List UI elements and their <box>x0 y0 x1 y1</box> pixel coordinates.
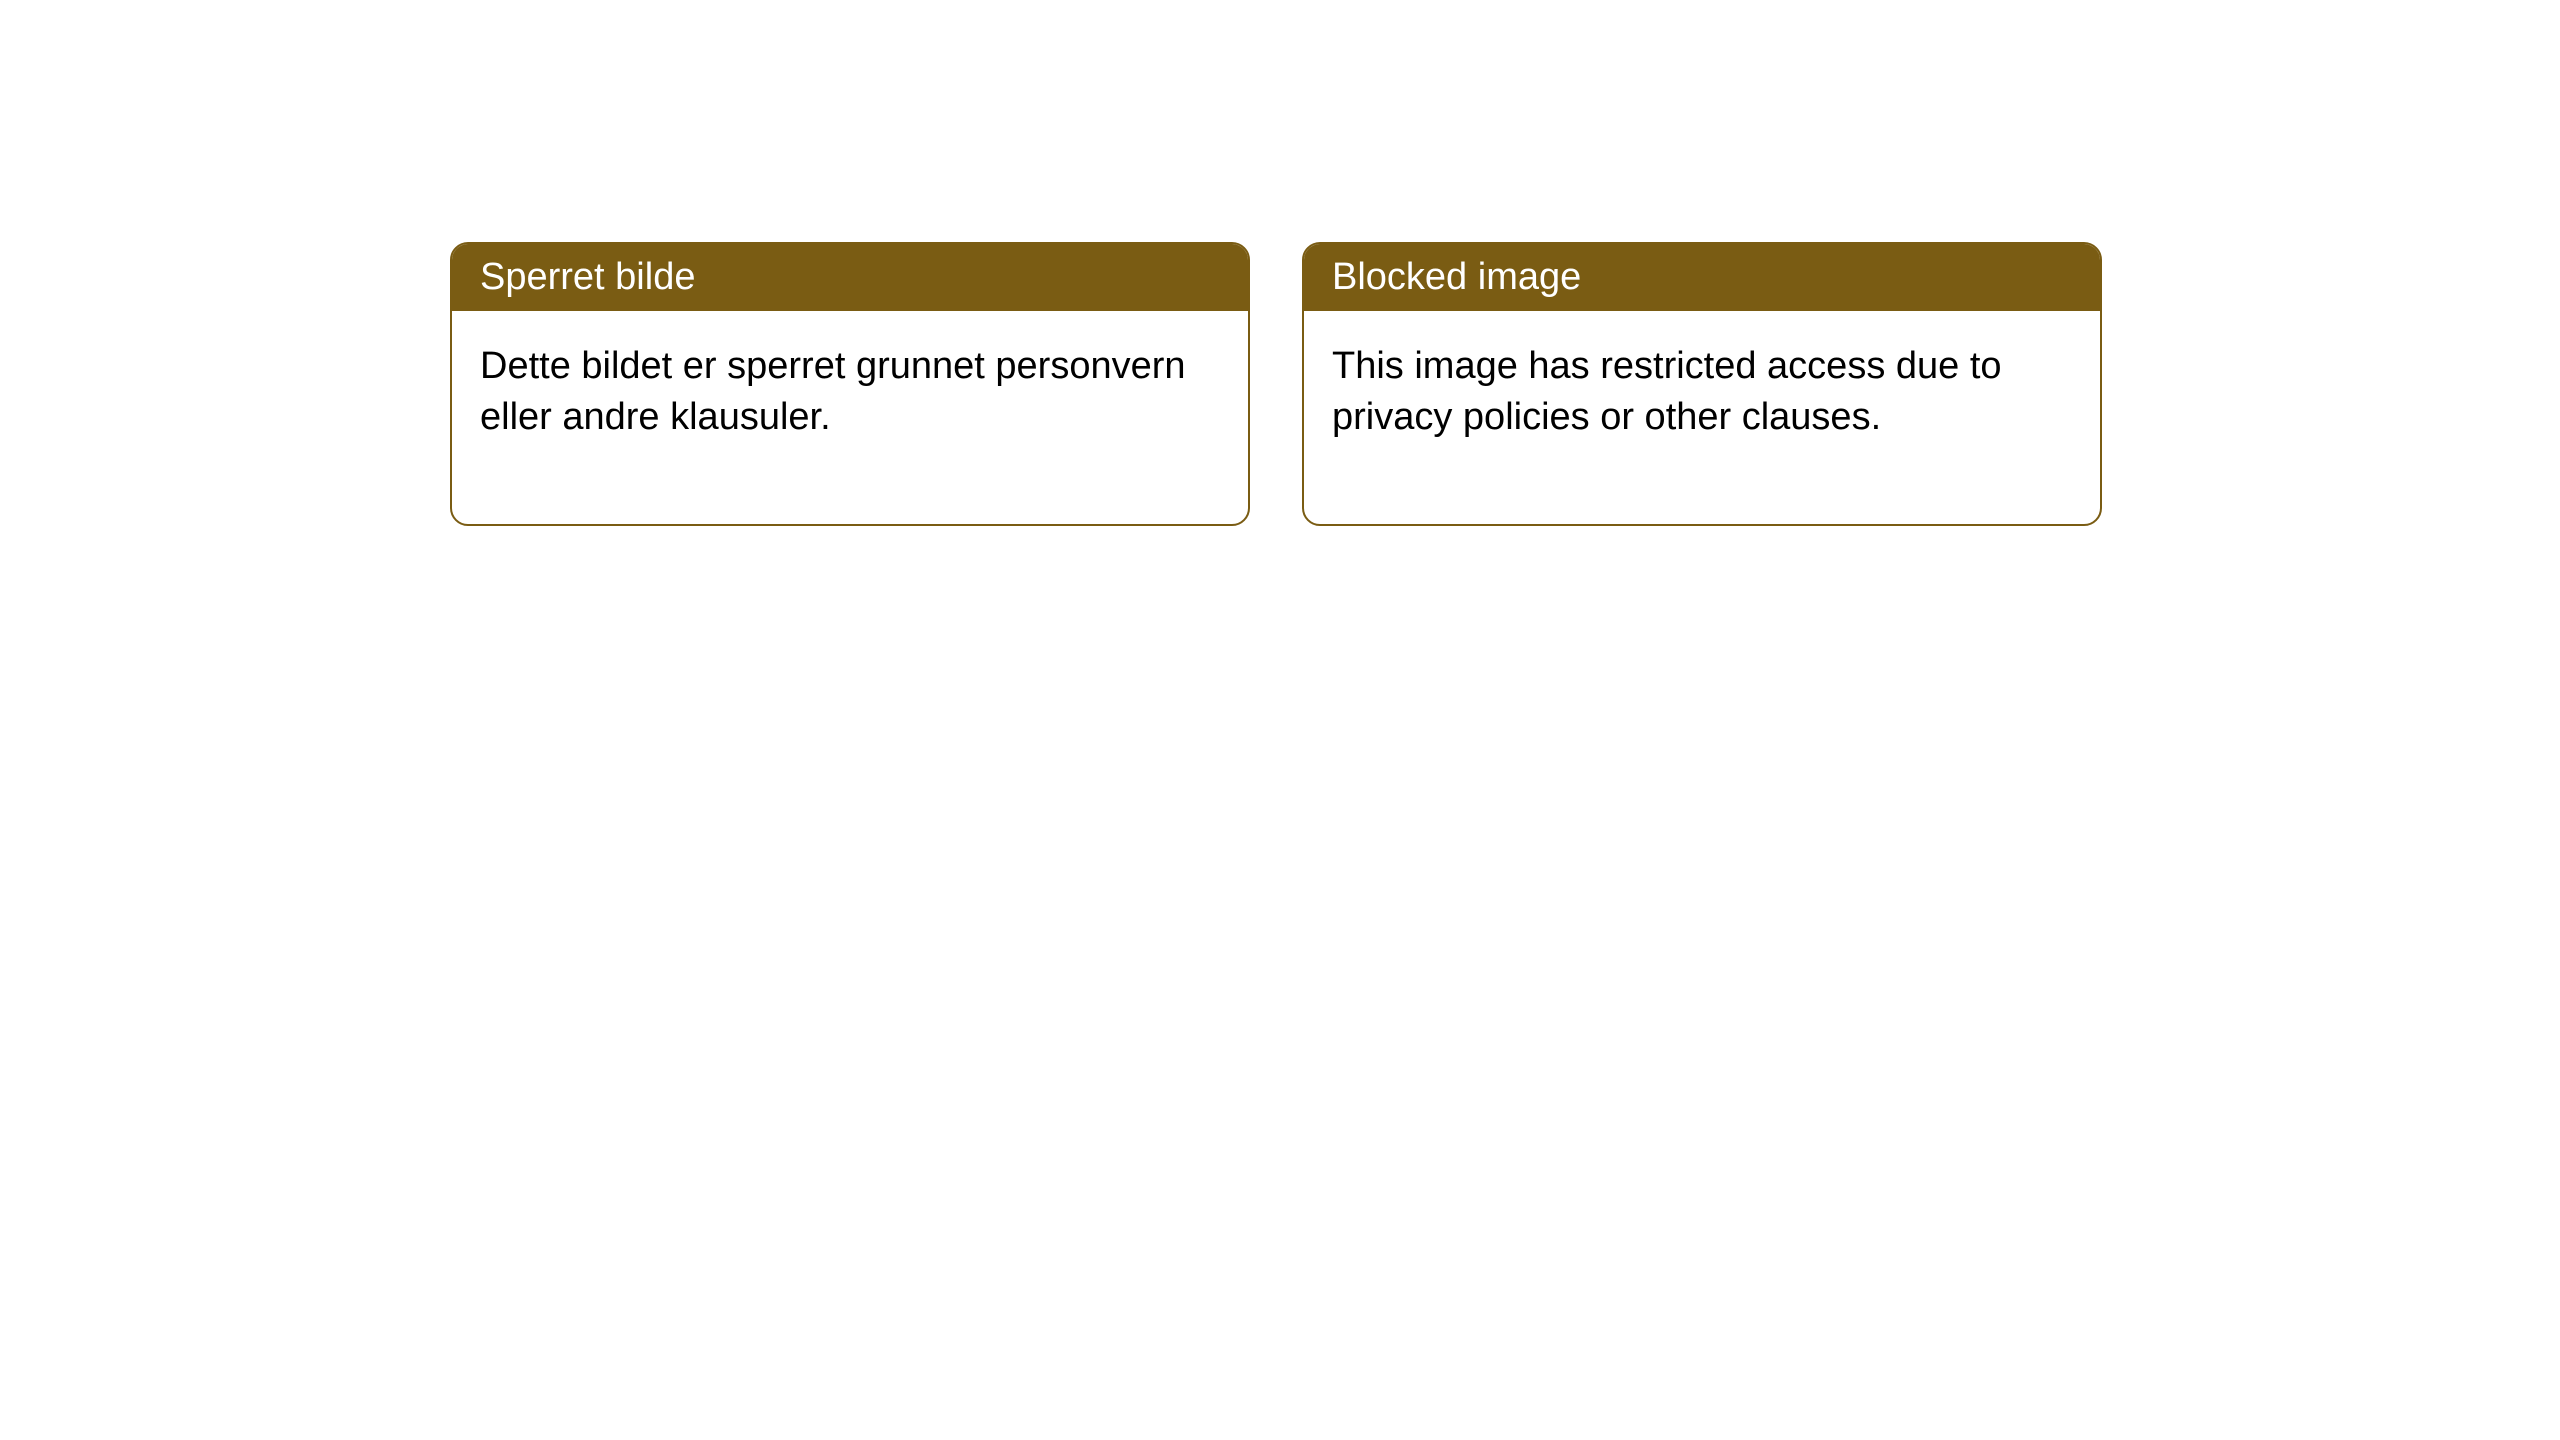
notice-card-norwegian: Sperret bilde Dette bildet er sperret gr… <box>450 242 1250 526</box>
notice-container: Sperret bilde Dette bildet er sperret gr… <box>450 242 2102 526</box>
notice-body-english: This image has restricted access due to … <box>1304 311 2100 524</box>
notice-card-english: Blocked image This image has restricted … <box>1302 242 2102 526</box>
notice-header-english: Blocked image <box>1304 244 2100 311</box>
notice-body-norwegian: Dette bildet er sperret grunnet personve… <box>452 311 1248 524</box>
notice-header-norwegian: Sperret bilde <box>452 244 1248 311</box>
